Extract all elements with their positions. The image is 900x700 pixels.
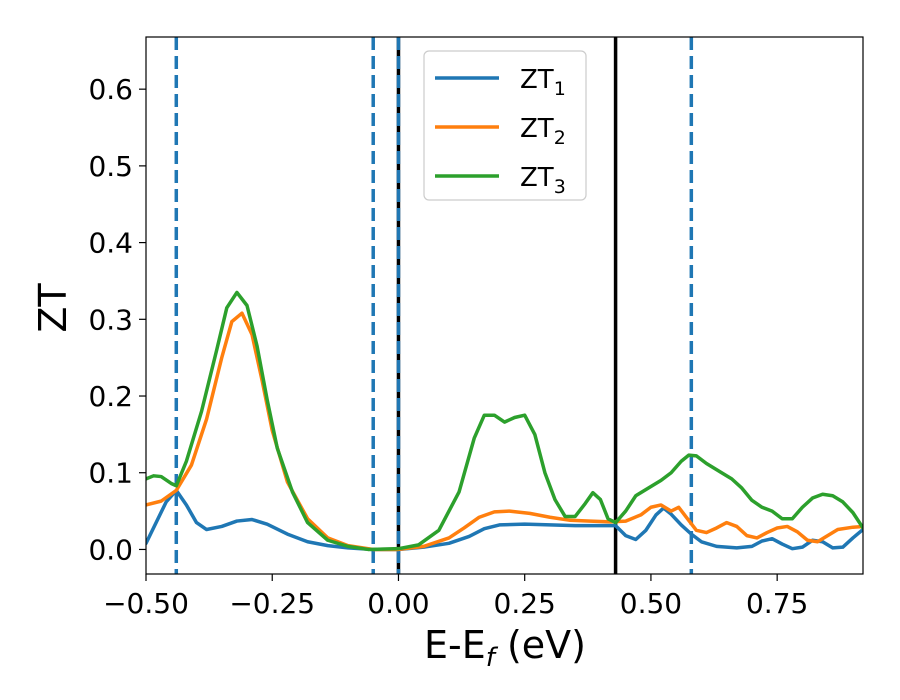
y-tick-label: 0.2 — [88, 380, 133, 413]
axes — [145, 36, 864, 575]
x-axis-title-main: E-E — [424, 623, 486, 667]
y-tick-label: 0.4 — [88, 227, 133, 260]
ticks: −0.50 −0.25 0.00 0.25 0.50 0.75 0.0 0.1 0.2 0.3 0.… — [88, 73, 808, 620]
plot-frame — [145, 36, 864, 575]
series-line-zt2 — [146, 311, 863, 552]
y-tick-label: 0.0 — [88, 533, 133, 566]
legend-label-zt3: ZT3 — [520, 163, 566, 198]
legend: ZT1 ZT2 ZT3 — [423, 50, 587, 201]
y-tick-label: 0.1 — [88, 457, 133, 490]
legend-label-zt2: ZT2 — [520, 114, 566, 149]
x-axis-title-suffix: (eV) — [495, 623, 586, 667]
x-tick-label: 0.75 — [746, 587, 808, 620]
legend-box — [423, 50, 587, 201]
series-line-zt3 — [146, 290, 863, 552]
x-tick-label: −0.25 — [229, 587, 315, 620]
x-tick-label: −0.50 — [103, 587, 189, 620]
y-tick-label: 0.5 — [88, 150, 133, 183]
x-axis-title: E-Ef (eV) — [424, 623, 586, 673]
y-tick-label: 0.3 — [88, 303, 133, 336]
y-axis-title: ZT — [31, 283, 75, 333]
x-tick-label: 0.50 — [620, 587, 682, 620]
legend-label-zt1: ZT1 — [520, 65, 566, 100]
series-lines — [146, 290, 863, 552]
y-tick-label: 0.6 — [88, 73, 133, 106]
series-line-zt1 — [146, 488, 863, 552]
x-tick-label: 0.00 — [367, 587, 429, 620]
x-tick-label: 0.25 — [494, 587, 556, 620]
